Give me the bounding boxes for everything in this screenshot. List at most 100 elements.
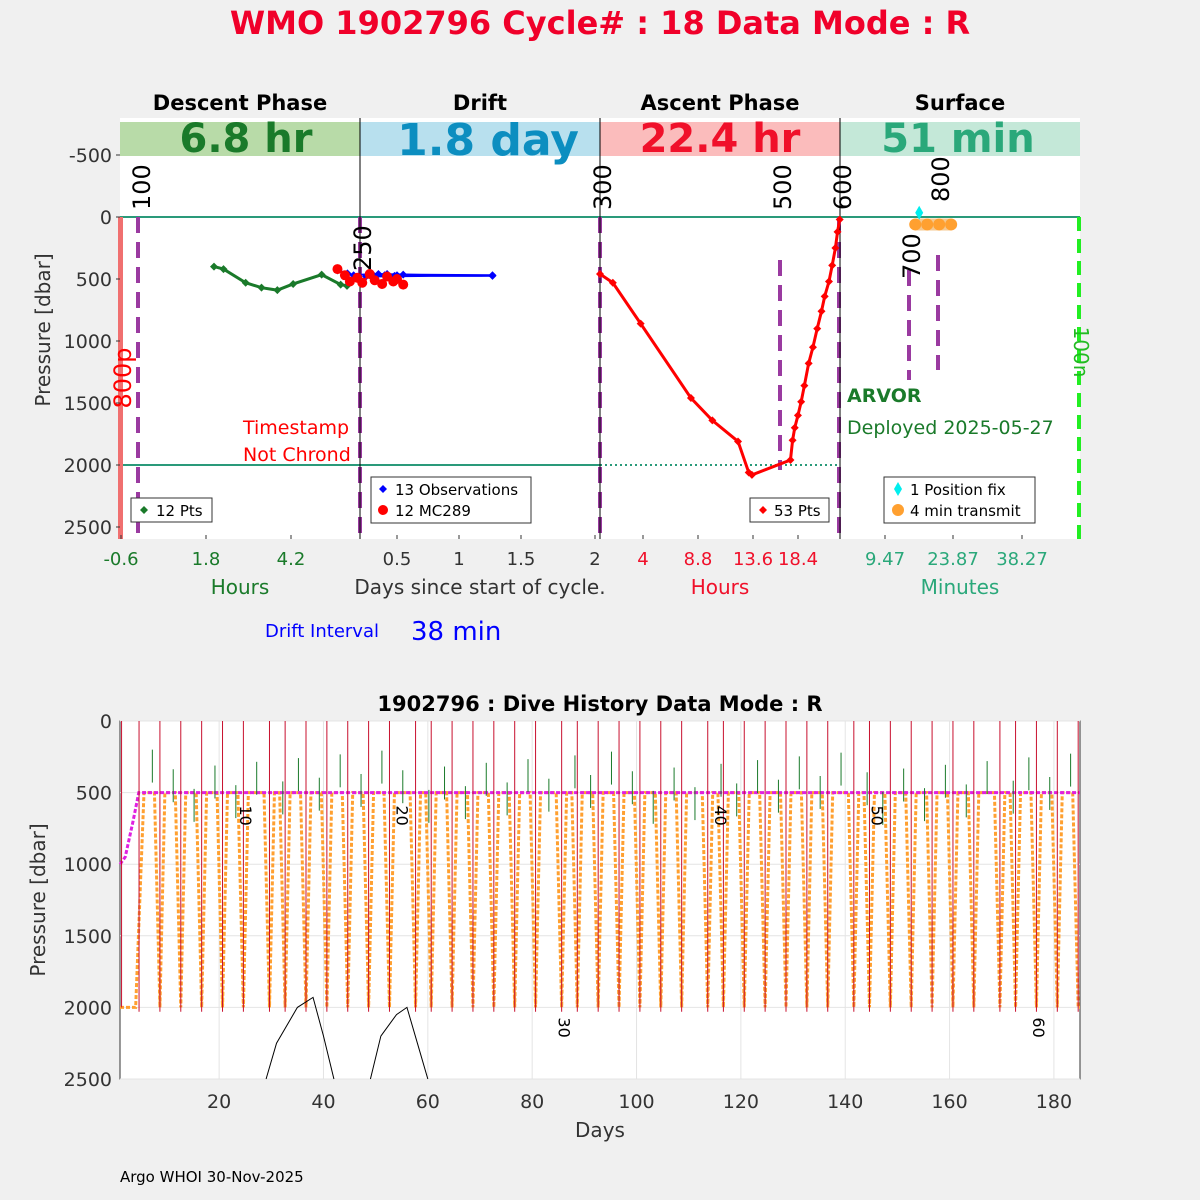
top-y-tick-label: 2500 xyxy=(64,517,112,539)
ascent-band xyxy=(600,122,840,156)
descent-point xyxy=(336,280,345,289)
float-type: ARVOR xyxy=(847,385,922,407)
ascent-point xyxy=(804,359,813,368)
drift-legend-obs-label: 13 Observations xyxy=(395,481,518,499)
surface-legend-transmit-label: 4 min transmit xyxy=(910,502,1021,520)
bottom-y-tick-label: 0 xyxy=(100,711,112,733)
marker-label-500: 500 xyxy=(769,164,797,210)
drift-x-label: Days since start of cycle. xyxy=(354,575,605,599)
surface-x-tick-label: 38.27 xyxy=(996,549,1048,570)
drift-series xyxy=(332,264,497,290)
descent-x-tick-label: 1.8 xyxy=(192,549,221,570)
ascent-point xyxy=(747,470,756,479)
park-pressure-line xyxy=(118,791,1080,866)
dive-history-chart: 1902796 : Dive History Data Mode : R 10 2… xyxy=(26,692,1081,1142)
top-y-tick-label: 1000 xyxy=(64,331,112,353)
bottom-y-tick-label: 500 xyxy=(76,783,112,805)
ascent-point xyxy=(833,227,842,236)
surface-legend: 1 Position fix 4 min transmit xyxy=(883,476,1036,524)
bottom-y-tick-label: 1500 xyxy=(64,926,112,948)
park-depth-label: 800p xyxy=(109,347,137,408)
surface-x-tick-label: 23.87 xyxy=(927,549,979,570)
descent-x-label: Hours xyxy=(211,575,270,599)
drift-legend-mc-marker xyxy=(378,505,388,515)
surface-band xyxy=(840,122,1080,156)
ascent-point xyxy=(808,343,817,352)
ascent-point xyxy=(788,436,797,445)
drift-legend-mc-label: 12 MC289 xyxy=(395,502,471,520)
drift-x-tick-label: 2 xyxy=(589,549,600,570)
ascent-point xyxy=(800,381,809,390)
ascent-point xyxy=(817,307,826,316)
bottom-y-axis: 0 500 1000 1500 2000 2500 xyxy=(64,711,112,1091)
figure-title: WMO 1902796 Cycle# : 18 Data Mode : R xyxy=(230,4,970,42)
top-y-axis: -500 0 500 1000 1500 2000 2500 xyxy=(64,145,120,539)
bottom-marker-label: 100n xyxy=(1069,327,1093,378)
bottom-x-label: Days xyxy=(575,1118,625,1142)
descent-series xyxy=(210,262,351,295)
ascent-point xyxy=(831,244,840,252)
drift-mc-point xyxy=(398,279,409,290)
surface-duration: 51 min xyxy=(881,116,1034,162)
surface-phase-title: Surface xyxy=(915,91,1005,115)
drift-obs-point xyxy=(488,271,497,280)
drift-interval-label: Drift Interval xyxy=(265,621,379,642)
cycle-number-label: 60 xyxy=(1029,1017,1048,1037)
descent-point xyxy=(273,286,282,295)
top-x-axis: -0.6 1.8 4.2 0.5 1 1.5 2 4 8.8 13.6 18.4 9.47 23.87 3… xyxy=(103,535,1048,570)
drift-interval-value: 38 min xyxy=(411,617,501,647)
surface-transmit-point xyxy=(909,218,922,231)
descent-duration: 6.8 hr xyxy=(180,116,313,162)
marker-label-800: 800 xyxy=(927,156,955,202)
planned-profile-trace xyxy=(120,791,1080,1009)
descent-x-tick-label: -0.6 xyxy=(103,549,138,570)
marker-label-250: 250 xyxy=(349,225,377,271)
drift-mc-point xyxy=(369,275,380,286)
bottom-x-tick-label: 100 xyxy=(618,1091,654,1113)
bottom-y-tick-label: 2000 xyxy=(64,997,112,1019)
surface-transmit-point xyxy=(921,218,934,231)
bottom-y-tick-label: 2500 xyxy=(64,1069,112,1091)
bottom-x-tick-label: 140 xyxy=(827,1091,863,1113)
descent-point xyxy=(210,262,218,271)
top-y-tick-label: 1500 xyxy=(64,393,112,415)
ascent-point xyxy=(820,292,829,301)
ascent-point xyxy=(835,215,844,224)
bottom-x-tick-label: 160 xyxy=(931,1091,967,1113)
descent-phase-title: Descent Phase xyxy=(153,91,327,115)
drift-mc-point xyxy=(357,277,368,288)
descent-point xyxy=(289,279,298,288)
bathymetry-trace xyxy=(369,1006,429,1080)
cycle-phase-chart: Descent Phase Drift Ascent Phase Surface… xyxy=(31,91,1093,647)
ascent-x-tick-label: 18.4 xyxy=(778,549,818,570)
drift-x-tick-label: 1 xyxy=(453,549,464,570)
bottom-y-label: Pressure [dbar] xyxy=(26,823,50,976)
drift-mc-point xyxy=(344,276,355,287)
surface-legend-fix-label: 1 Position fix xyxy=(910,481,1006,499)
surface-position-fix xyxy=(915,205,924,220)
ascent-point xyxy=(596,270,604,279)
deployed-date: Deployed 2025-05-27 xyxy=(847,417,1054,439)
ascent-point xyxy=(793,411,802,420)
surface-legend-transmit-marker xyxy=(892,504,904,516)
drift-mc-point xyxy=(377,278,388,289)
cycle-number-label: 20 xyxy=(393,805,412,825)
descent-band xyxy=(120,122,360,156)
descent-legend-marker xyxy=(140,506,148,514)
descent-legend: 12 Pts xyxy=(130,497,213,523)
ascent-point xyxy=(608,278,617,287)
descent-point xyxy=(219,265,228,274)
ascent-point xyxy=(824,277,833,286)
surface-x-label: Minutes xyxy=(921,575,1000,599)
marker-label-600: 600 xyxy=(829,164,857,210)
bottom-x-tick-label: 80 xyxy=(520,1091,544,1113)
drift-duration: 1.8 day xyxy=(397,115,579,166)
bottom-x-tick-label: 20 xyxy=(207,1091,231,1113)
dive-history-series: 10 20 30 40 50 60 xyxy=(118,721,1080,1080)
park-depth-bar xyxy=(118,217,123,539)
drift-band xyxy=(360,122,600,156)
warning-line-2: Not Chrond xyxy=(243,444,351,466)
footer-credit: Argo WHOI 30-Nov-2025 xyxy=(120,1168,304,1186)
ascent-point xyxy=(797,397,806,406)
